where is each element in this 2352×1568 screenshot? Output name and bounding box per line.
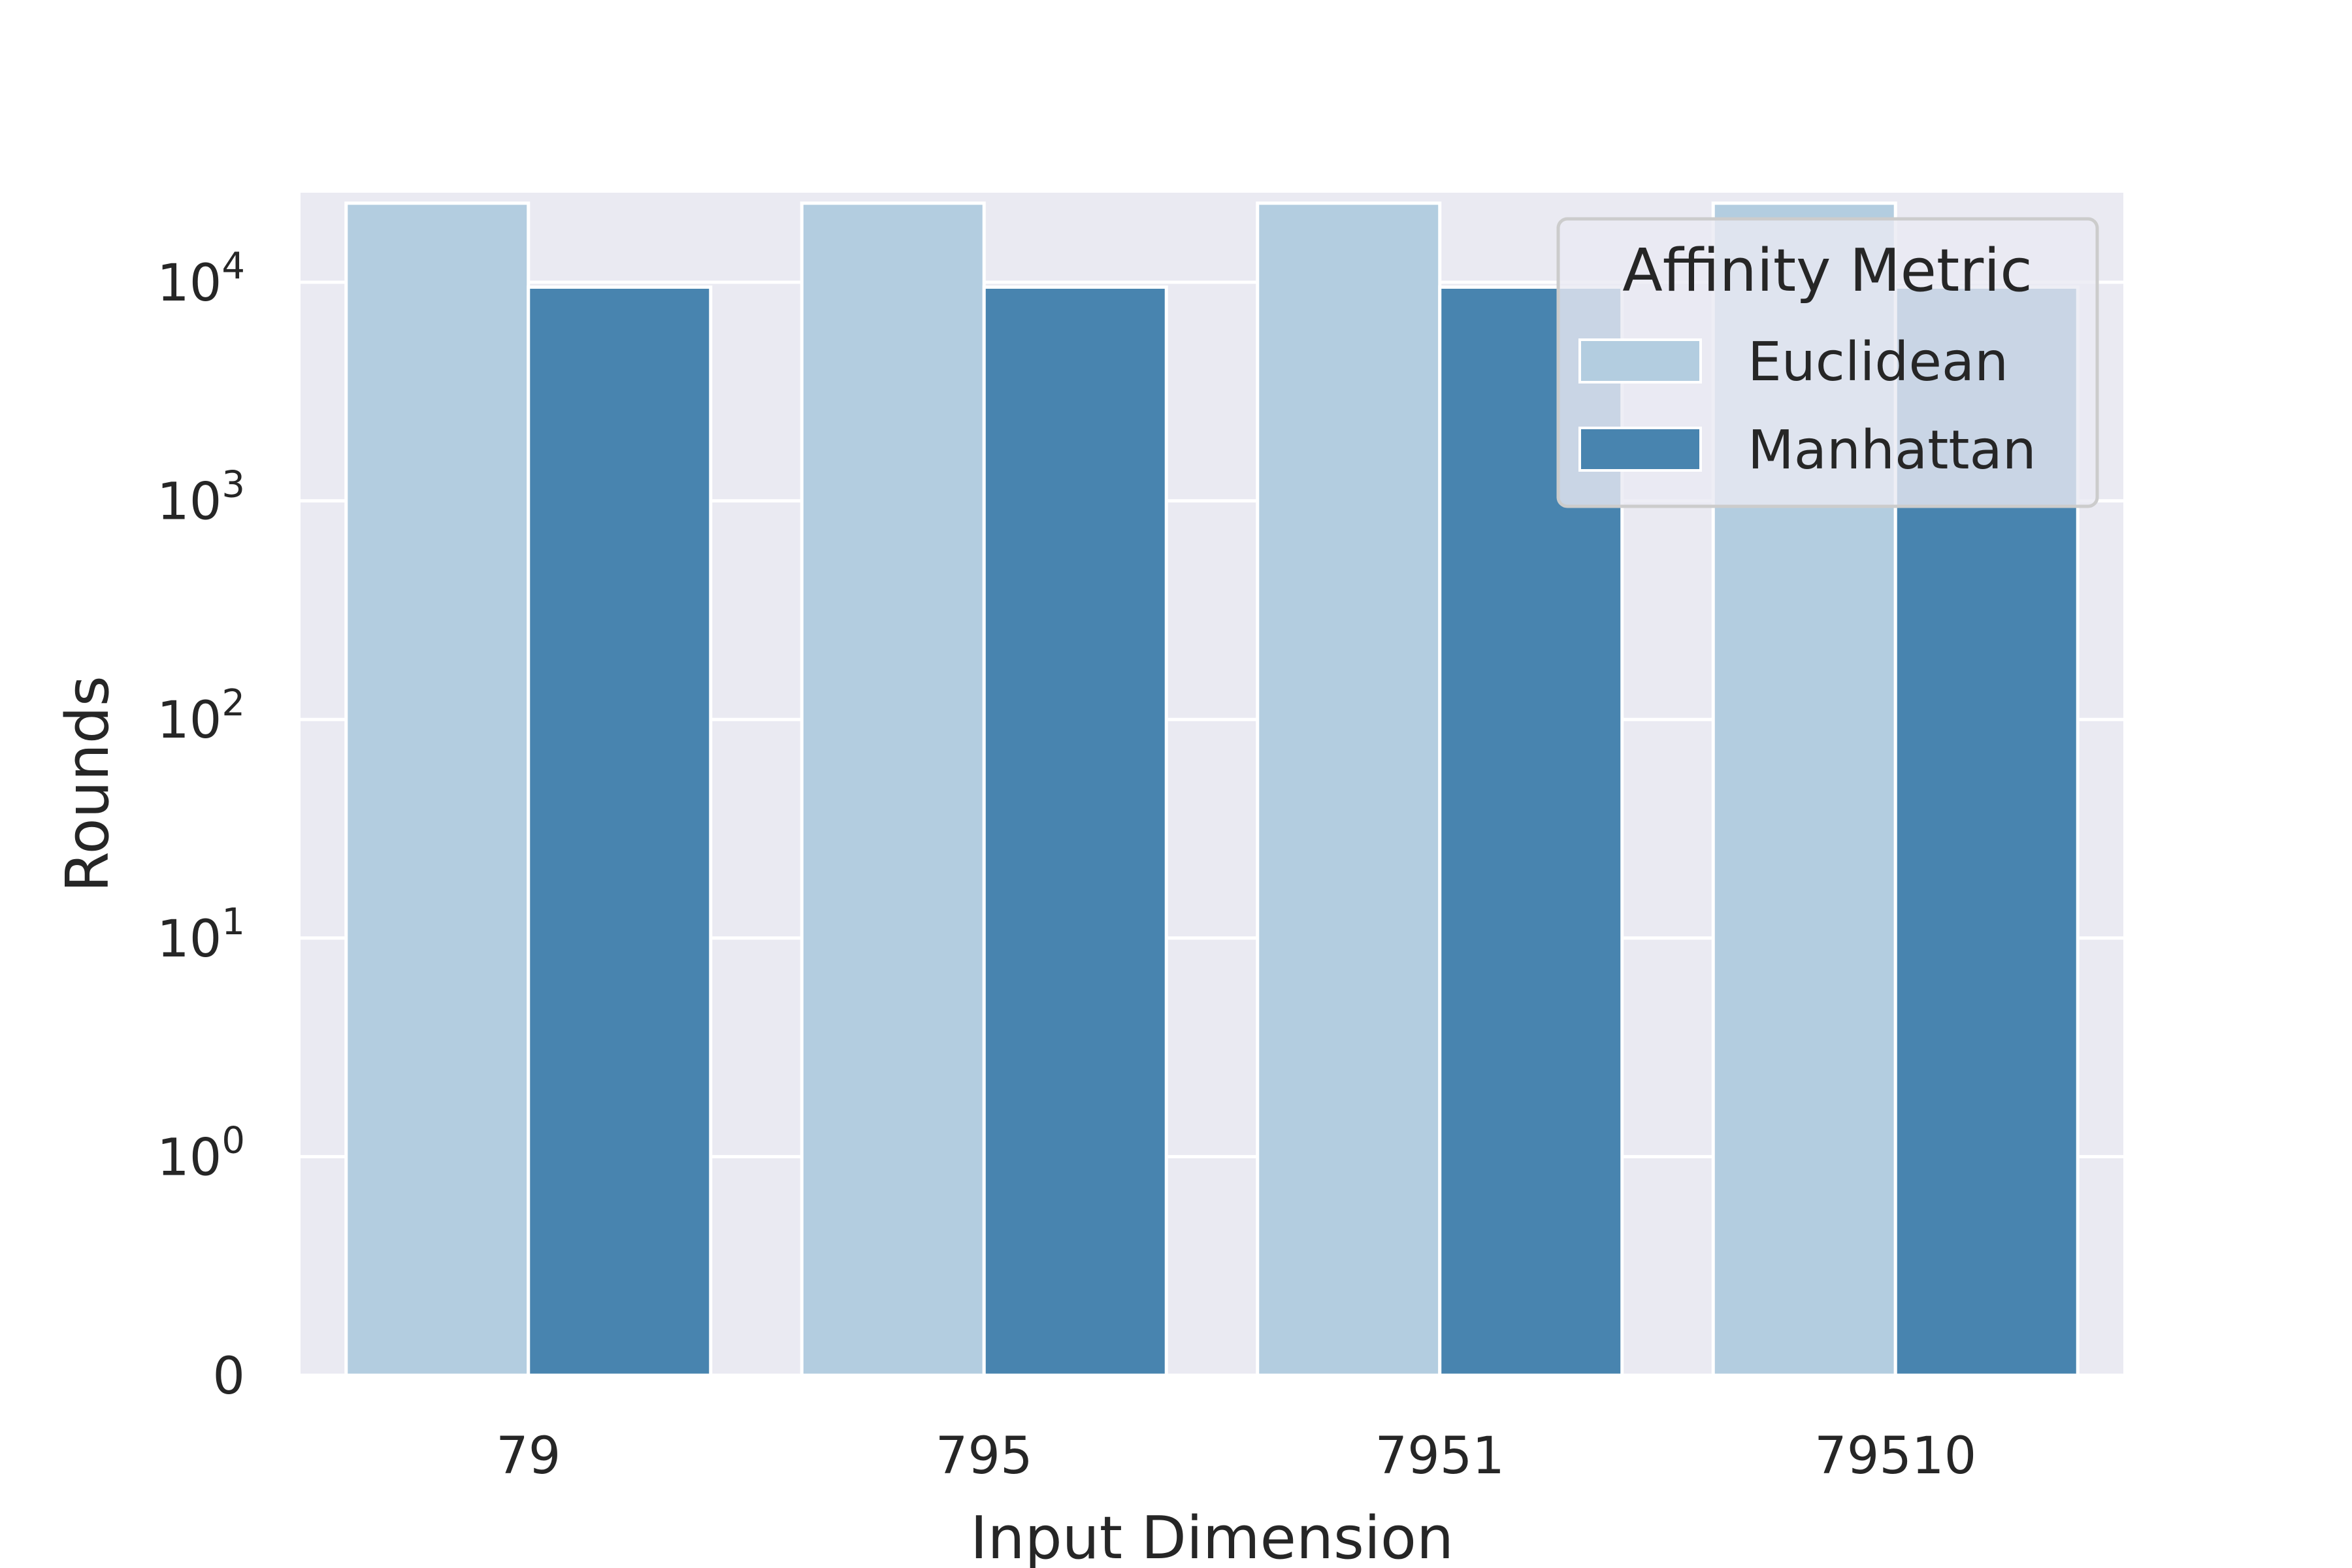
y-tick-label: 102	[157, 682, 245, 750]
x-tick-labels: 79 795 7951 79510	[496, 1427, 1976, 1486]
legend-title: Affinity Metric	[1622, 237, 2033, 305]
legend-label-manhattan: Manhattan	[1748, 419, 2036, 482]
y-tick-label: 0	[212, 1347, 245, 1406]
legend-swatch-euclidean	[1578, 338, 1702, 384]
y-axis-title: Rounds	[54, 676, 122, 892]
legend-swatch-manhattan	[1578, 427, 1702, 472]
x-tick-label: 7951	[1375, 1427, 1505, 1486]
bars	[344, 201, 2080, 1377]
legend: Affinity Metric Euclidean Manhattan	[1556, 217, 2099, 508]
x-tick-label: 795	[936, 1427, 1033, 1486]
x-axis-title: Input Dimension	[970, 1504, 1454, 1568]
y-tick-labels: 0 100 101 102 103 104	[157, 245, 245, 1406]
y-tick-label: 103	[157, 464, 245, 532]
bar-euclidean-7951	[1256, 201, 1442, 1377]
bar-euclidean-795	[800, 201, 986, 1377]
bar-manhattan-795	[982, 285, 1168, 1377]
bar-manhattan-79	[527, 285, 713, 1377]
x-tick-label: 79510	[1814, 1427, 1976, 1486]
y-tick-label: 101	[157, 901, 245, 969]
x-tick-label: 79	[496, 1427, 561, 1486]
bar-euclidean-79	[344, 201, 531, 1377]
y-tick-label: 100	[157, 1119, 245, 1187]
legend-label-euclidean: Euclidean	[1748, 331, 2008, 393]
y-tick-label: 104	[157, 245, 245, 313]
